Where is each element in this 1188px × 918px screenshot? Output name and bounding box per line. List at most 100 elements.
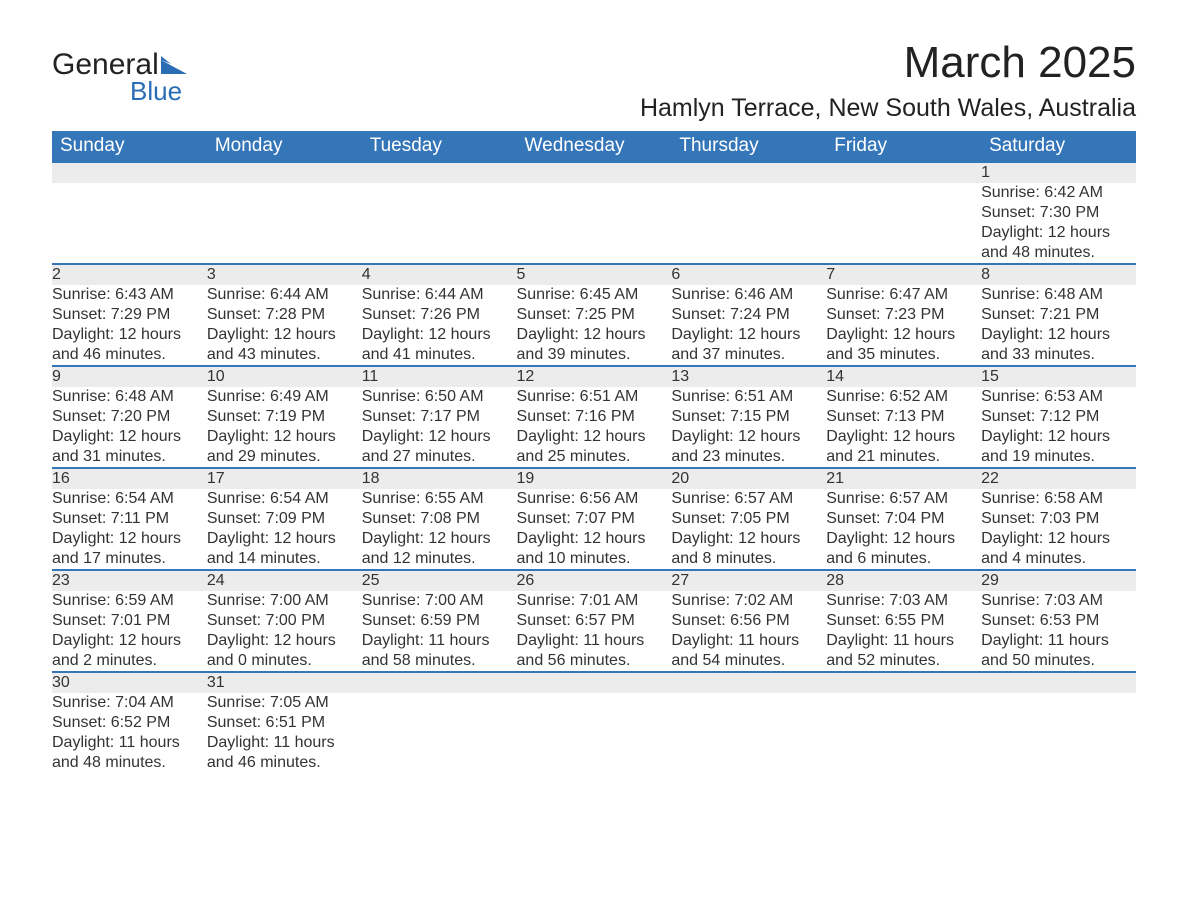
sunset-text: Sunset: 7:15 PM xyxy=(671,407,826,427)
day1-text: Daylight: 11 hours xyxy=(207,733,362,753)
title-block: March 2025 Hamlyn Terrace, New South Wal… xyxy=(640,38,1136,123)
sunset-text: Sunset: 7:19 PM xyxy=(207,407,362,427)
day1-text: Daylight: 12 hours xyxy=(52,529,207,549)
sunset-text: Sunset: 7:26 PM xyxy=(362,305,517,325)
day-number-cell: 13 xyxy=(671,366,826,387)
day-number-cell: 12 xyxy=(517,366,672,387)
day-detail-cell xyxy=(981,693,1136,773)
sunrise-text: Sunrise: 6:54 AM xyxy=(207,489,362,509)
sunrise-text: Sunrise: 7:01 AM xyxy=(517,591,672,611)
day2-text: and 27 minutes. xyxy=(362,447,517,467)
sunrise-text: Sunrise: 6:54 AM xyxy=(52,489,207,509)
day-number-cell: 26 xyxy=(517,570,672,591)
week-detail-row: Sunrise: 6:48 AMSunset: 7:20 PMDaylight:… xyxy=(52,387,1136,468)
sunrise-text: Sunrise: 6:59 AM xyxy=(52,591,207,611)
sunrise-text: Sunrise: 6:45 AM xyxy=(517,285,672,305)
day2-text: and 35 minutes. xyxy=(826,345,981,365)
day2-text: and 37 minutes. xyxy=(671,345,826,365)
sunset-text: Sunset: 7:01 PM xyxy=(52,611,207,631)
logo-word2: Blue xyxy=(130,76,182,107)
sunrise-text: Sunrise: 6:48 AM xyxy=(52,387,207,407)
day1-text: Daylight: 12 hours xyxy=(207,325,362,345)
day1-text: Daylight: 12 hours xyxy=(981,529,1136,549)
day-detail-cell: Sunrise: 6:57 AMSunset: 7:05 PMDaylight:… xyxy=(671,489,826,570)
col-thursday: Thursday xyxy=(671,131,826,162)
sunrise-text: Sunrise: 7:03 AM xyxy=(981,591,1136,611)
day-detail-cell: Sunrise: 6:42 AMSunset: 7:30 PMDaylight:… xyxy=(981,183,1136,264)
sunrise-text: Sunrise: 7:00 AM xyxy=(362,591,517,611)
sunset-text: Sunset: 6:52 PM xyxy=(52,713,207,733)
day-detail-cell: Sunrise: 6:51 AMSunset: 7:15 PMDaylight:… xyxy=(671,387,826,468)
day1-text: Daylight: 11 hours xyxy=(826,631,981,651)
week-number-row: 9101112131415 xyxy=(52,366,1136,387)
day-detail-cell: Sunrise: 6:46 AMSunset: 7:24 PMDaylight:… xyxy=(671,285,826,366)
week-number-row: 23242526272829 xyxy=(52,570,1136,591)
day1-text: Daylight: 12 hours xyxy=(826,529,981,549)
day-detail-cell: Sunrise: 7:00 AMSunset: 6:59 PMDaylight:… xyxy=(362,591,517,672)
header: General Blue March 2025 Hamlyn Terrace, … xyxy=(52,38,1136,123)
week-detail-row: Sunrise: 6:43 AMSunset: 7:29 PMDaylight:… xyxy=(52,285,1136,366)
day-detail-cell: Sunrise: 6:48 AMSunset: 7:20 PMDaylight:… xyxy=(52,387,207,468)
sunset-text: Sunset: 7:21 PM xyxy=(981,305,1136,325)
sunrise-text: Sunrise: 7:02 AM xyxy=(671,591,826,611)
day-number-cell: 10 xyxy=(207,366,362,387)
week-number-row: 1 xyxy=(52,162,1136,183)
day2-text: and 2 minutes. xyxy=(52,651,207,671)
day-number-cell: 22 xyxy=(981,468,1136,489)
sunset-text: Sunset: 7:09 PM xyxy=(207,509,362,529)
day-detail-cell: Sunrise: 7:05 AMSunset: 6:51 PMDaylight:… xyxy=(207,693,362,773)
day2-text: and 14 minutes. xyxy=(207,549,362,569)
day2-text: and 46 minutes. xyxy=(52,345,207,365)
day-number-cell xyxy=(362,162,517,183)
day-detail-cell: Sunrise: 6:59 AMSunset: 7:01 PMDaylight:… xyxy=(52,591,207,672)
day2-text: and 33 minutes. xyxy=(981,345,1136,365)
sunset-text: Sunset: 7:05 PM xyxy=(671,509,826,529)
col-monday: Monday xyxy=(207,131,362,162)
day-detail-cell: Sunrise: 7:02 AMSunset: 6:56 PMDaylight:… xyxy=(671,591,826,672)
day-detail-cell: Sunrise: 6:52 AMSunset: 7:13 PMDaylight:… xyxy=(826,387,981,468)
day2-text: and 21 minutes. xyxy=(826,447,981,467)
day-number-cell: 31 xyxy=(207,672,362,693)
logo: General Blue xyxy=(52,38,187,107)
day-detail-cell: Sunrise: 6:51 AMSunset: 7:16 PMDaylight:… xyxy=(517,387,672,468)
sunset-text: Sunset: 7:30 PM xyxy=(981,203,1136,223)
day1-text: Daylight: 12 hours xyxy=(362,529,517,549)
week-detail-row: Sunrise: 6:59 AMSunset: 7:01 PMDaylight:… xyxy=(52,591,1136,672)
day-number-cell xyxy=(826,162,981,183)
day2-text: and 17 minutes. xyxy=(52,549,207,569)
day1-text: Daylight: 12 hours xyxy=(826,325,981,345)
sunrise-text: Sunrise: 6:47 AM xyxy=(826,285,981,305)
sunrise-text: Sunrise: 7:03 AM xyxy=(826,591,981,611)
day-number-cell xyxy=(517,672,672,693)
day-number-cell xyxy=(671,672,826,693)
day2-text: and 10 minutes. xyxy=(517,549,672,569)
day2-text: and 31 minutes. xyxy=(52,447,207,467)
day1-text: Daylight: 12 hours xyxy=(207,631,362,651)
calendar-body: 1 Sunrise: 6:42 AMSunset: 7:30 PMDayligh… xyxy=(52,162,1136,773)
day-number-cell: 20 xyxy=(671,468,826,489)
sunrise-text: Sunrise: 6:56 AM xyxy=(517,489,672,509)
day-detail-cell: Sunrise: 6:45 AMSunset: 7:25 PMDaylight:… xyxy=(517,285,672,366)
col-tuesday: Tuesday xyxy=(362,131,517,162)
day-number-cell: 23 xyxy=(52,570,207,591)
day1-text: Daylight: 12 hours xyxy=(671,325,826,345)
day-detail-cell xyxy=(671,693,826,773)
day-number-cell: 24 xyxy=(207,570,362,591)
sunrise-text: Sunrise: 7:04 AM xyxy=(52,693,207,713)
week-number-row: 16171819202122 xyxy=(52,468,1136,489)
day-detail-cell: Sunrise: 6:50 AMSunset: 7:17 PMDaylight:… xyxy=(362,387,517,468)
day-detail-cell: Sunrise: 6:44 AMSunset: 7:26 PMDaylight:… xyxy=(362,285,517,366)
day2-text: and 41 minutes. xyxy=(362,345,517,365)
day-number-cell xyxy=(517,162,672,183)
sunrise-text: Sunrise: 6:42 AM xyxy=(981,183,1136,203)
day-detail-cell: Sunrise: 6:57 AMSunset: 7:04 PMDaylight:… xyxy=(826,489,981,570)
day-number-cell: 7 xyxy=(826,264,981,285)
sunset-text: Sunset: 7:20 PM xyxy=(52,407,207,427)
day2-text: and 46 minutes. xyxy=(207,753,362,773)
day-detail-cell xyxy=(517,693,672,773)
day1-text: Daylight: 11 hours xyxy=(981,631,1136,651)
day-detail-cell xyxy=(826,693,981,773)
day-detail-cell: Sunrise: 6:44 AMSunset: 7:28 PMDaylight:… xyxy=(207,285,362,366)
week-detail-row: Sunrise: 6:54 AMSunset: 7:11 PMDaylight:… xyxy=(52,489,1136,570)
day-number-cell: 18 xyxy=(362,468,517,489)
